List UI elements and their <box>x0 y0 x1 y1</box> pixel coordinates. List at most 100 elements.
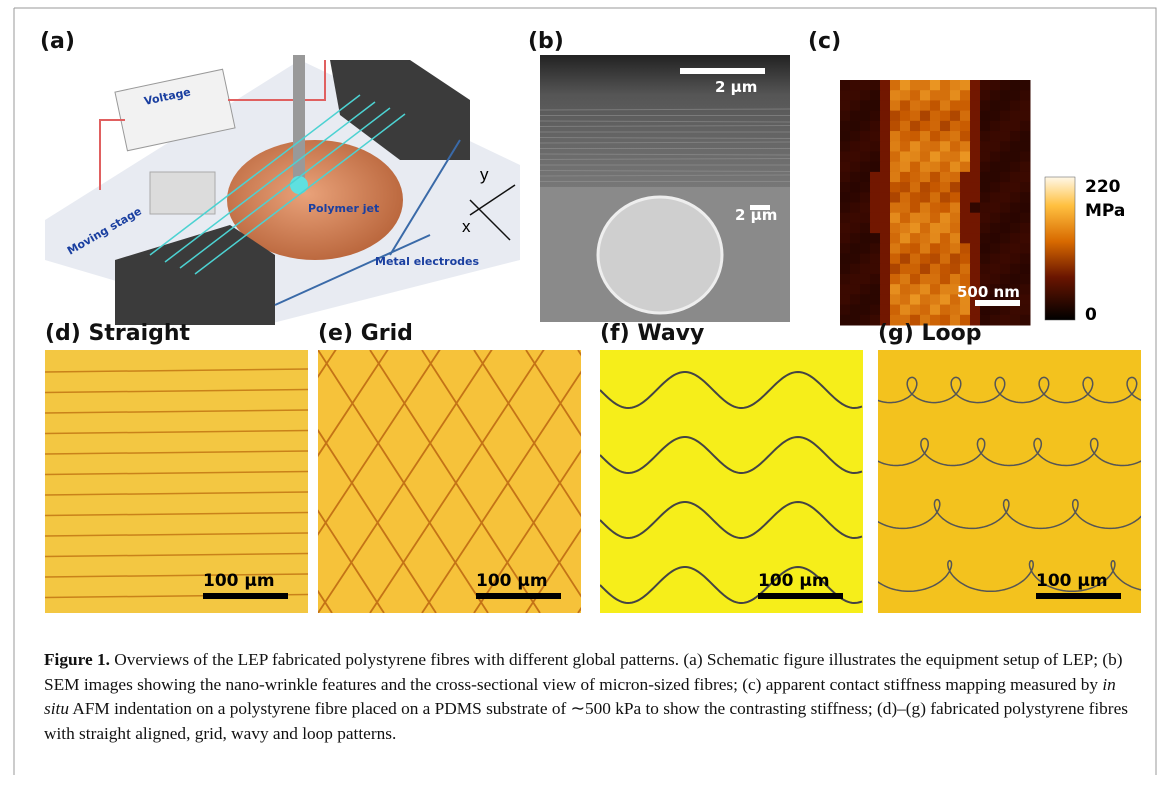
heat-cell <box>900 90 911 101</box>
scale-bar <box>680 68 765 74</box>
heat-cell <box>980 80 991 91</box>
heat-cell <box>910 162 921 173</box>
heat-cell <box>1020 172 1031 183</box>
heat-cell <box>840 223 851 234</box>
heat-cell <box>1000 254 1011 265</box>
heat-cell <box>970 162 981 173</box>
heat-cell <box>850 203 861 214</box>
heat-cell <box>850 100 861 111</box>
scale-label: 100 μm <box>1036 571 1108 591</box>
heat-cell <box>1010 213 1021 224</box>
heat-cell <box>1010 80 1021 91</box>
cross-section <box>598 197 722 313</box>
heat-cell <box>910 284 921 295</box>
annotation: Metal electrodes <box>375 255 479 268</box>
heat-cell <box>1010 223 1021 234</box>
heat-cell <box>890 223 901 234</box>
heat-cell <box>850 111 861 122</box>
heat-cell <box>960 243 971 254</box>
heat-cell <box>990 151 1001 162</box>
heat-cell <box>910 203 921 214</box>
heat-cell <box>870 192 881 203</box>
heat-cell <box>940 172 951 183</box>
heat-cell <box>870 80 881 91</box>
heat-cell <box>880 284 891 295</box>
heat-cell <box>870 294 881 305</box>
heat-cell <box>990 90 1001 101</box>
heat-cell <box>920 243 931 254</box>
heat-cell <box>850 162 861 173</box>
heat-cell <box>980 203 991 214</box>
heat-cell <box>920 100 931 111</box>
heat-cell <box>860 162 871 173</box>
heat-cell <box>960 305 971 316</box>
heat-cell <box>980 315 991 326</box>
heat-cell <box>890 254 901 265</box>
heat-cell <box>920 254 931 265</box>
heat-cell <box>930 90 941 101</box>
heat-cell <box>990 213 1001 224</box>
heat-cell <box>1000 90 1011 101</box>
heat-cell <box>960 233 971 244</box>
heat-cell <box>990 111 1001 122</box>
heat-cell <box>930 111 941 122</box>
heat-cell <box>1000 100 1011 111</box>
heat-cell <box>840 162 851 173</box>
heat-cell <box>950 192 961 203</box>
heat-cell <box>920 274 931 285</box>
panel-label: (g) Loop <box>878 321 982 346</box>
heat-cell <box>1020 182 1031 193</box>
heat-cell <box>960 121 971 132</box>
heat-cell <box>950 233 961 244</box>
heat-cell <box>940 294 951 305</box>
heat-cell <box>930 172 941 183</box>
heat-cell <box>890 233 901 244</box>
heat-cell <box>920 131 931 142</box>
page: {"panels":{ "a":{"label":"(a)","voltage"… <box>0 0 1171 787</box>
axis-label: y <box>480 165 489 184</box>
heat-cell <box>880 223 891 234</box>
heat-cell <box>1000 243 1011 254</box>
heat-cell <box>890 131 901 142</box>
heat-cell <box>940 284 951 295</box>
scale-label: 500 nm <box>957 283 1020 301</box>
heat-cell <box>870 131 881 142</box>
heat-cell <box>920 264 931 275</box>
heat-cell <box>910 274 921 285</box>
caption: Figure 1. Overviews of the LEP fabricate… <box>44 648 1129 746</box>
heat-cell <box>990 254 1001 265</box>
heat-cell <box>870 305 881 316</box>
panel-label: (d) Straight <box>45 321 191 346</box>
heat-cell <box>910 90 921 101</box>
heat-cell <box>900 305 911 316</box>
heat-cell <box>1020 264 1031 275</box>
heat-cell <box>860 192 871 203</box>
heat-cell <box>990 172 1001 183</box>
heat-cell <box>870 213 881 224</box>
heat-cell <box>840 305 851 316</box>
heat-cell <box>1000 203 1011 214</box>
heat-cell <box>840 284 851 295</box>
heat-cell <box>840 233 851 244</box>
heat-cell <box>980 111 991 122</box>
heat-cell <box>940 305 951 316</box>
heat-cell <box>860 264 871 275</box>
heat-cell <box>860 172 871 183</box>
heat-cell <box>880 100 891 111</box>
heat-cell <box>860 315 871 326</box>
heat-cell <box>840 243 851 254</box>
heat-cell <box>840 151 851 162</box>
heat-cell <box>850 151 861 162</box>
heat-cell <box>900 131 911 142</box>
heat-cell <box>970 243 981 254</box>
heat-cell <box>840 254 851 265</box>
panel-label: (a) <box>40 29 75 54</box>
heat-cell <box>970 233 981 244</box>
heat-cell <box>980 100 991 111</box>
heat-cell <box>950 162 961 173</box>
heat-cell <box>910 233 921 244</box>
heat-cell <box>850 264 861 275</box>
heat-cell <box>850 233 861 244</box>
heat-cell <box>890 274 901 285</box>
heat-cell <box>850 274 861 285</box>
